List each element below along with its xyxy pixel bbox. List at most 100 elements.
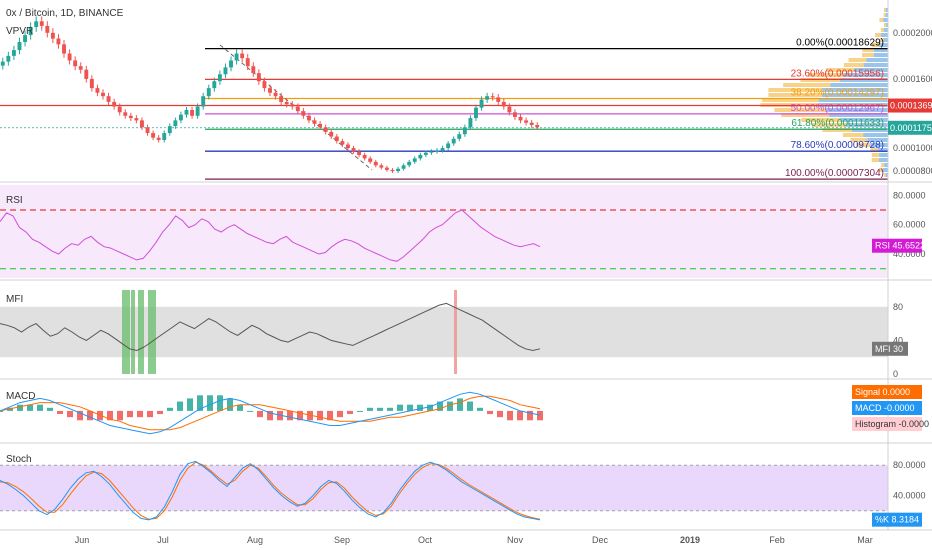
candle-body [151,133,156,138]
candle-body [279,96,284,102]
candle-body [401,165,406,169]
candle-body [451,138,456,144]
candle-body [201,96,206,107]
candle-body [312,120,317,124]
mfi-title: MFI [6,294,23,305]
vpvr-bar-up [830,83,888,87]
candle-body [45,25,50,33]
vpvr-bar-down [768,93,823,97]
candle-body [6,55,11,62]
candle-body [190,110,195,116]
candle-body [384,167,389,170]
candle-body [357,151,362,155]
vpvr-bar-up [885,23,888,27]
macd-histogram-bar [467,401,473,411]
vpvr-bar-down [862,53,874,57]
signal-value-label: Signal 0.0000 [855,387,910,397]
vpvr-bar-up [840,118,888,122]
fibonacci-retracement[interactable]: 0.00%(0.00018629) 23.60%(0.00015956) 38.20… [0,38,888,180]
vpvr-bar-up [880,33,888,37]
candle-body [518,116,523,121]
candle-body [535,124,540,128]
candle-body [329,131,334,137]
macd-histogram-bar [107,410,113,421]
vpvr-bar-down [878,168,883,172]
mfi-tick-label: 0 [893,369,898,379]
candle-body [67,53,72,61]
vpvr-bar-down [884,23,886,27]
vpvr-bar-up [870,143,888,147]
rsi-pane[interactable]: RSI [0,185,888,278]
candle-body [62,44,66,54]
vpvr-bar-up [885,173,888,177]
candle-body [89,78,94,89]
stoch-pane[interactable]: Stoch [0,445,888,528]
macd-histogram-bar [447,401,453,411]
candle-body [507,106,512,113]
candle-body [407,161,412,166]
vpvr-bar-down [822,128,852,132]
vpvr-bar-down [862,48,874,52]
candle-body [529,122,534,125]
time-axis[interactable]: Jun Jul Aug Sep Oct Nov Dec 2019 Feb Mar [75,535,873,545]
candle-body [351,148,356,152]
price-pane-bg [0,0,888,180]
histogram-value-tag [852,417,922,431]
candle-body [23,35,27,43]
vpvr-bar-down [880,28,885,32]
time-tick-label: Jun [75,535,90,545]
value-tags: RSI 45.6522 MFI 30 Signal 0.0000 MACD -0.00… [852,98,932,527]
candle-body [84,69,89,79]
candle-body [435,150,439,152]
price-pane[interactable]: 0.00%(0.00018629) 23.60%(0.00015956) 38.20… [0,0,888,180]
candle-body [212,81,217,89]
vpvr-bar-up [866,58,888,62]
vpvr-bar-down [871,43,880,47]
candle-body [217,74,222,82]
macd-pane-bg [0,381,888,441]
time-tick-label: 2019 [680,535,700,545]
vpvr-bar-down [842,133,864,137]
vpvr-bar-down [807,73,844,77]
candle-body [101,92,105,97]
histogram-value-label: Histogram -0.0000 [855,419,929,429]
candle-body [362,154,367,159]
mfi-pane[interactable]: MFI [0,283,888,378]
fib-label: 61.80%(0.00011633) [791,118,884,129]
candle-body [318,123,323,128]
mfi-line [0,302,541,352]
candle-body [423,152,428,155]
macd-histogram-bar [337,410,343,418]
signal-line [0,395,541,431]
time-tick-label: Sep [334,535,350,545]
vpvr-bar-up [882,168,888,172]
macd-histogram-bar [347,410,353,415]
symbol-title: 0x / Bitcoin, 1D, BINANCE [6,8,124,19]
macd-histogram-bar [57,410,63,415]
mfi-value-label: MFI 30 [875,344,903,354]
vpvr-bar-down [811,123,847,127]
price-tick-label: 0.00016000 [893,74,932,84]
vpvr-bar-up [878,148,888,152]
macd-histogram-bar [167,407,173,411]
time-tick-label: Aug [247,535,263,545]
macd-histogram-bar [7,407,13,411]
candle-body [17,42,22,51]
vpvr-bar-up [843,73,888,77]
macd-pane[interactable]: MACD [0,381,888,441]
candle-body [112,101,117,107]
vpvr-bar-down [875,33,881,37]
macd-histogram-bar [287,410,293,421]
macd-histogram-bar [487,410,493,415]
candle-body [56,38,61,45]
mfi-oversold-highlight [138,290,144,374]
candle-body [334,136,339,142]
macd-histogram-bar [357,410,363,412]
macd-histogram-bar [27,404,33,411]
candle-body [295,106,300,112]
candle-body [195,106,200,116]
vpvr-bar-down [856,143,871,147]
macd-histogram-bar [537,410,543,421]
